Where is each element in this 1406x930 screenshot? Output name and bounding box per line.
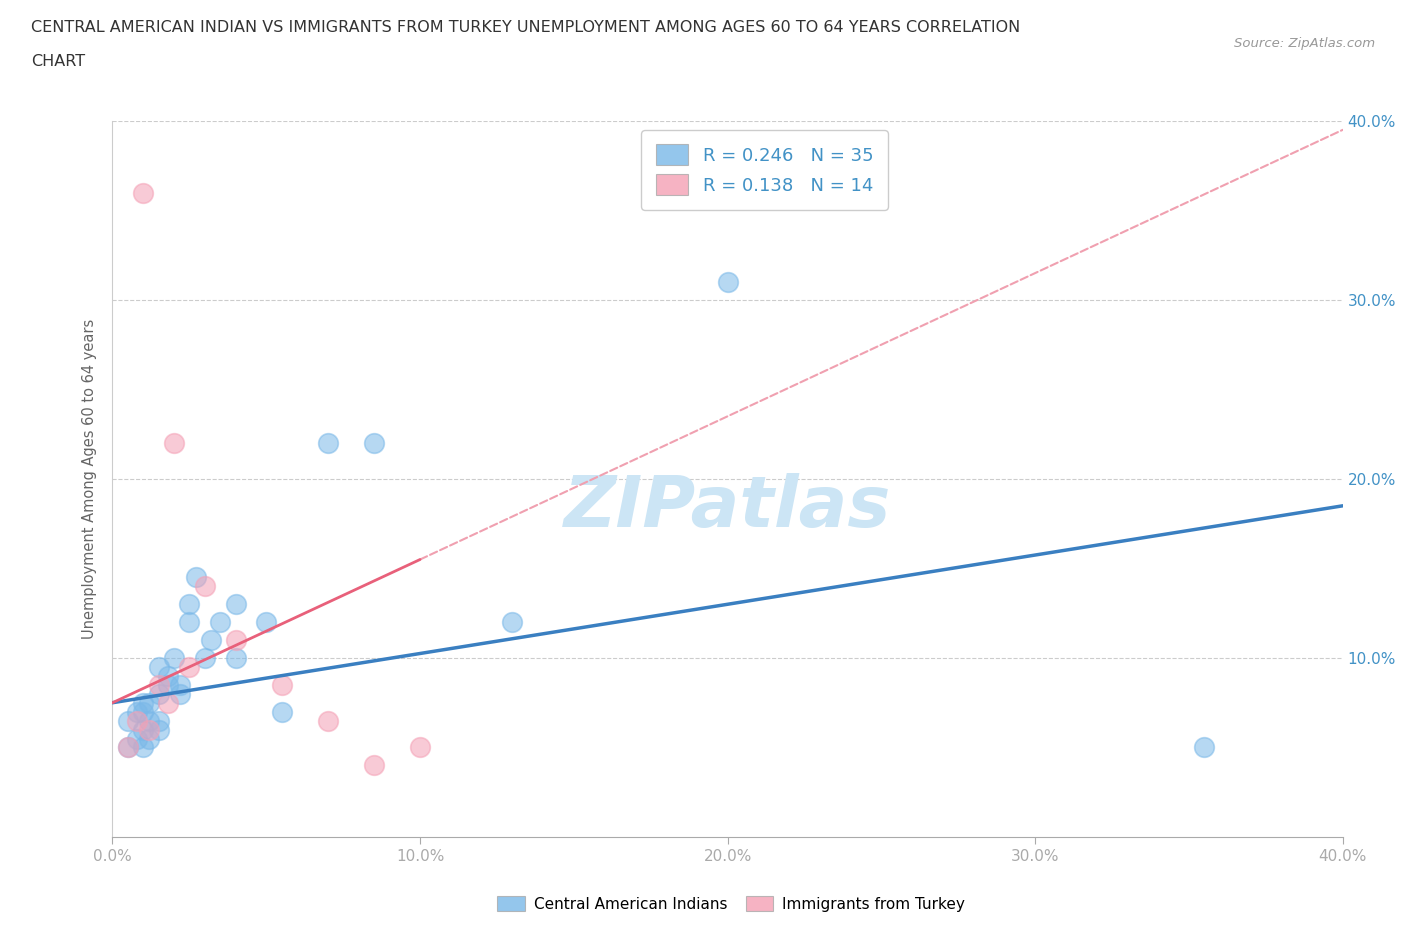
Point (138, 722, 160, 737)
Point (169, 686, 191, 701)
Point (148, 677, 170, 692)
Point (156, 677, 179, 692)
Point (138, 696, 160, 711)
Point (117, 740, 139, 755)
Point (179, 615, 201, 630)
Point (148, 659, 170, 674)
Point (156, 669, 179, 684)
Point (194, 578, 217, 593)
Legend: Central American Indians, Immigrants from Turkey: Central American Indians, Immigrants fro… (491, 889, 972, 918)
Point (117, 713, 139, 728)
Point (148, 722, 170, 737)
Point (138, 731, 160, 746)
Point (254, 615, 277, 630)
Point (169, 677, 191, 692)
Point (717, 274, 740, 289)
Point (156, 696, 179, 711)
Point (316, 713, 339, 728)
Point (132, 722, 155, 737)
Text: CENTRAL AMERICAN INDIAN VS IMMIGRANTS FROM TURKEY UNEMPLOYMENT AMONG AGES 60 TO : CENTRAL AMERICAN INDIAN VS IMMIGRANTS FR… (31, 20, 1021, 35)
Point (132, 696, 155, 711)
Point (127, 704, 149, 719)
Point (127, 731, 149, 746)
Point (225, 651, 247, 666)
Point (127, 713, 149, 728)
Point (200, 632, 222, 647)
Point (225, 597, 247, 612)
Point (409, 740, 432, 755)
Point (132, 740, 155, 755)
Text: CHART: CHART (31, 54, 84, 69)
Point (501, 615, 523, 630)
Point (316, 435, 339, 451)
Point (179, 659, 201, 674)
Point (270, 677, 292, 692)
Point (1194, 740, 1216, 755)
Point (148, 686, 170, 701)
Point (163, 651, 186, 666)
Point (225, 632, 247, 647)
Text: ZIPatlas: ZIPatlas (564, 473, 891, 542)
Point (209, 615, 232, 630)
Point (117, 740, 139, 755)
Point (270, 704, 292, 719)
Text: Source: ZipAtlas.com: Source: ZipAtlas.com (1234, 37, 1375, 50)
Point (132, 185, 155, 200)
Point (179, 597, 201, 612)
Point (163, 435, 186, 451)
Legend: R = 0.246   N = 35, R = 0.138   N = 14: R = 0.246 N = 35, R = 0.138 N = 14 (641, 130, 887, 209)
Point (138, 713, 160, 728)
Point (132, 704, 155, 719)
Point (363, 435, 385, 451)
Point (184, 570, 207, 585)
Y-axis label: Unemployment Among Ages 60 to 64 years: Unemployment Among Ages 60 to 64 years (82, 319, 97, 639)
Point (363, 758, 385, 773)
Point (148, 713, 170, 728)
Point (194, 651, 217, 666)
